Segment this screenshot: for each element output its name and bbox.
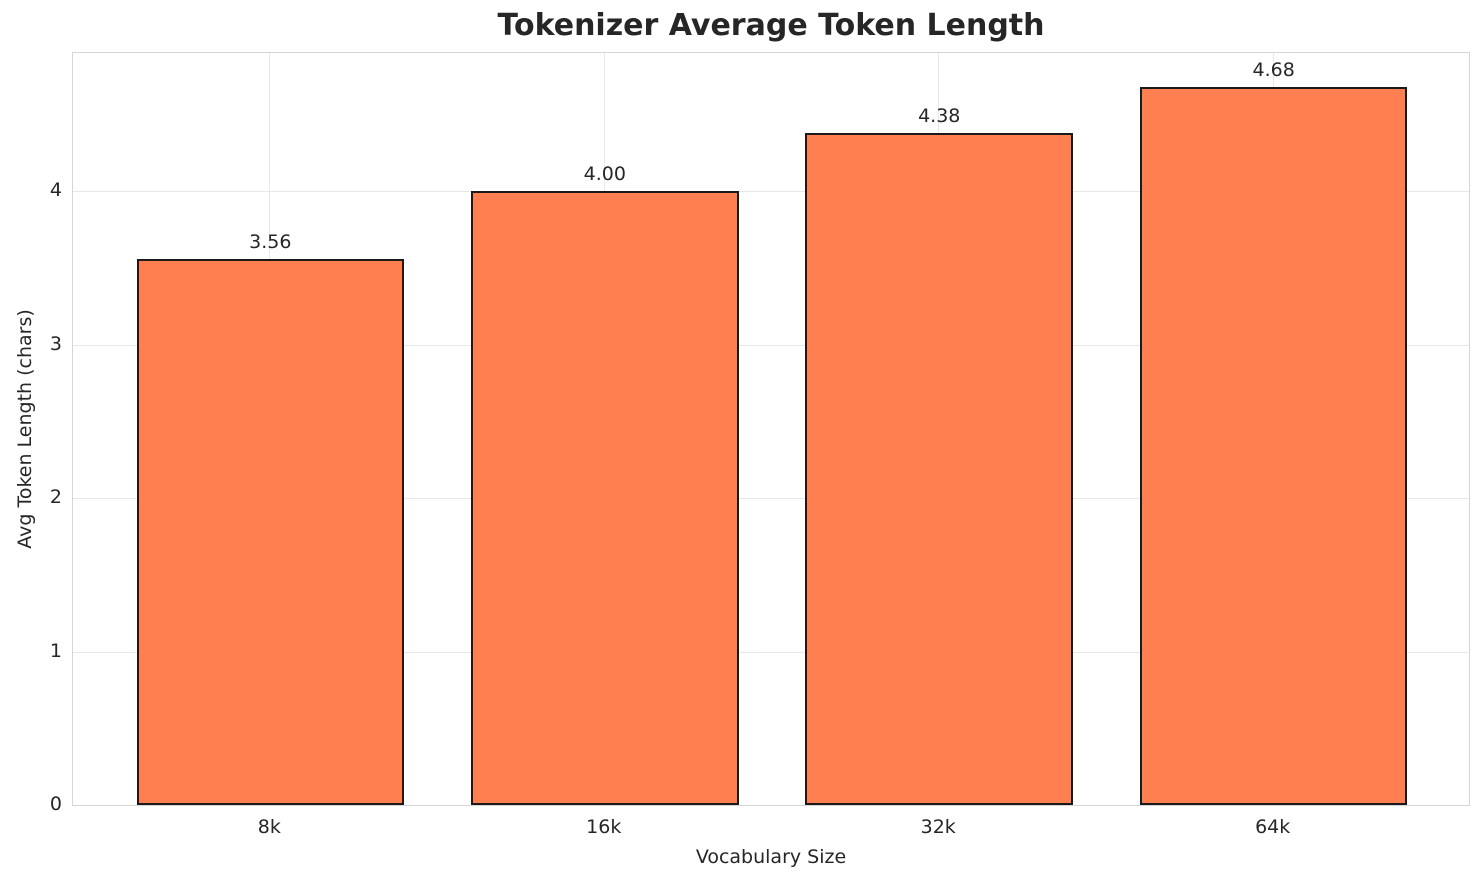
- bar-value-label: 4.38: [918, 104, 961, 127]
- bar-8k: [136, 258, 405, 805]
- bar-32k: [805, 132, 1073, 805]
- y-tick-label: 2: [49, 486, 62, 509]
- x-tick-label: 64k: [1255, 816, 1291, 838]
- x-tick-label: 8k: [257, 816, 281, 838]
- gridline-horizontal: [73, 191, 1469, 193]
- y-axis-label-text: Avg Token Length (chars): [14, 309, 36, 549]
- y-tick-label: 4: [49, 179, 62, 202]
- bar-value-label: 3.56: [249, 230, 292, 253]
- bar-value-label: 4.00: [583, 163, 626, 186]
- chart-title: Tokenizer Average Token Length: [497, 8, 1045, 43]
- y-tick-label: 3: [49, 332, 62, 355]
- x-tick-label: 16k: [586, 816, 622, 838]
- y-tick-label: 0: [49, 793, 62, 815]
- x-tick-label: 32k: [920, 816, 956, 838]
- bar-64k: [1139, 86, 1408, 805]
- bar-16k: [470, 191, 739, 805]
- x-axis-label: Vocabulary Size: [695, 846, 847, 868]
- bar-value-label: 4.68: [1252, 58, 1295, 81]
- gridline-horizontal: [73, 344, 1469, 346]
- gridline-horizontal: [73, 651, 1469, 653]
- gridline-horizontal: [73, 498, 1469, 500]
- plot-area: 3.56 4.00 4.38 4.68: [72, 52, 1470, 806]
- y-tick-label: 1: [49, 639, 62, 662]
